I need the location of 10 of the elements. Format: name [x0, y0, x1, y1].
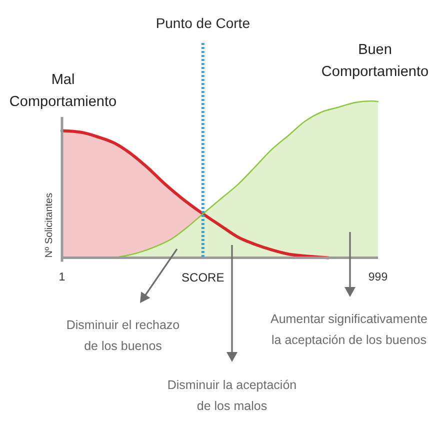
text: Buen Comportamiento — [321, 42, 429, 80]
text: Mal Comportamiento — [9, 72, 117, 110]
x-tick-label: 1 — [58, 272, 66, 284]
x-tick-label: 999 — [368, 272, 388, 284]
text: Disminuir el rechazo de los buenos — [66, 318, 180, 353]
x-axis-title: SCORE — [182, 270, 224, 285]
y-axis-title: Nº Solicitantes — [44, 192, 55, 258]
text: Aumentar significativamente la aceptación de los buenos — [270, 312, 428, 347]
text: Disminuir la aceptación de los malos — [167, 378, 297, 413]
ref-line-label: Punto de Corte — [156, 15, 250, 31]
